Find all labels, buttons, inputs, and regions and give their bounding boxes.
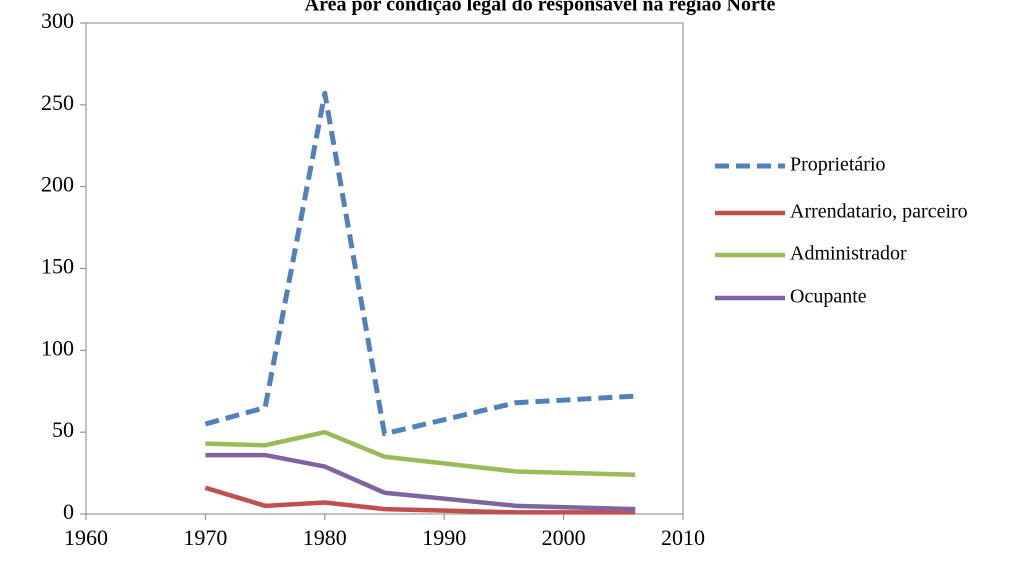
y-tick-label: 250 (41, 90, 74, 115)
x-tick-label: 1960 (64, 525, 108, 550)
x-tick-label: 2000 (542, 525, 586, 550)
x-tick-label: 1990 (422, 525, 466, 550)
y-tick-label: 200 (41, 172, 74, 197)
x-tick-label: 2010 (661, 525, 705, 550)
y-tick-label: 150 (41, 254, 74, 279)
y-tick-label: 100 (41, 335, 74, 360)
plot-frame (85, 22, 684, 515)
y-tick-label: 50 (52, 417, 74, 442)
legend-label: Arrendatario, parceiro (790, 201, 968, 223)
y-tick-label: 0 (63, 499, 74, 524)
line-series (204, 90, 636, 437)
legend-label: Ocupante (790, 286, 867, 308)
line-series (204, 485, 636, 515)
y-tick-label: 300 (41, 8, 74, 33)
line-series (205, 429, 636, 477)
legend-label: Administrador (790, 243, 907, 265)
legend-label: Proprietário (790, 154, 886, 176)
x-tick-label: 1970 (183, 525, 227, 550)
chart-title: Área por condição legal do responsável n… (305, 0, 776, 16)
x-tick-label: 1980 (303, 525, 347, 550)
line-series (205, 452, 636, 512)
